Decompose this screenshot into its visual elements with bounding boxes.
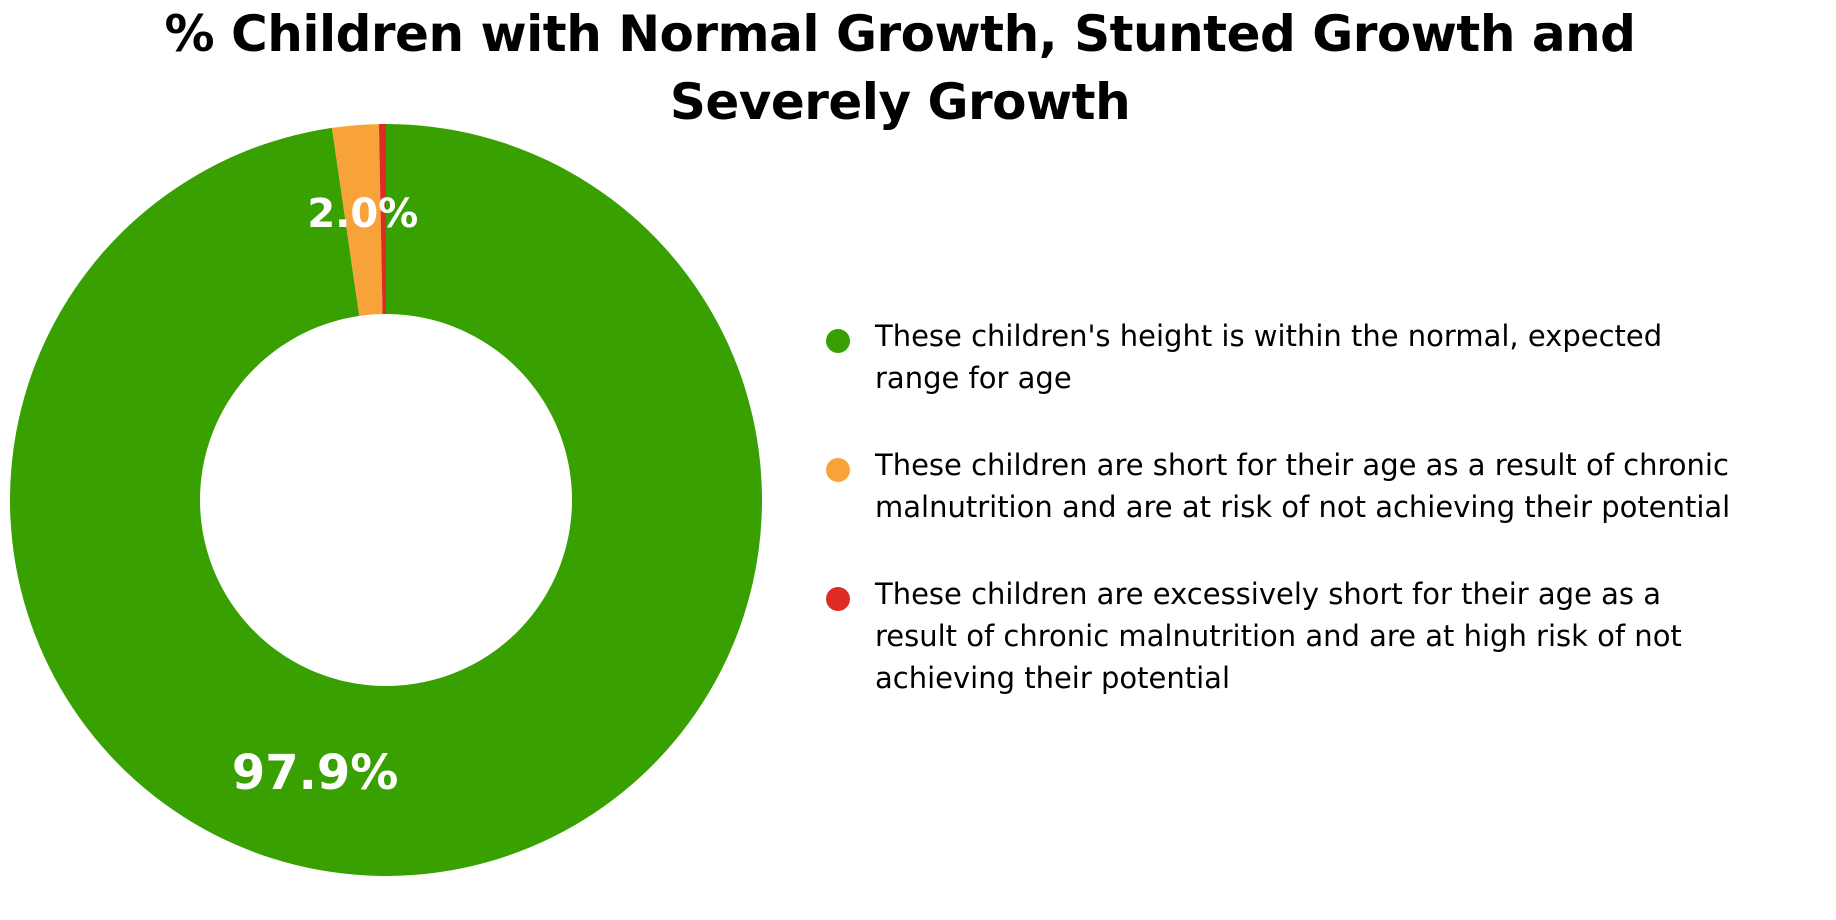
legend-item: These children are short for their age a…: [820, 444, 1740, 528]
chart-title-line-2: Severely Growth: [669, 73, 1131, 131]
donut-slice: [378, 124, 386, 315]
legend-swatch-icon: [826, 329, 850, 353]
donut-chart: 97.9% 2.0%: [9, 124, 763, 876]
legend-label: These children's height is within the no…: [875, 319, 1663, 395]
donut-slice: [331, 124, 383, 316]
donut-slice: [9, 124, 763, 876]
legend-item: These children are excessively short for…: [820, 573, 1740, 699]
chart-legend: These children's height is within the no…: [820, 315, 1740, 744]
legend-item: These children's height is within the no…: [820, 315, 1740, 399]
legend-swatch-icon: [826, 458, 850, 482]
legend-swatch-icon: [826, 587, 850, 611]
slice-data-label: 97.9%: [232, 745, 399, 801]
slice-data-label: 2.0%: [307, 191, 418, 237]
chart-title-line-1: % Children with Normal Growth, Stunted G…: [164, 5, 1636, 63]
legend-label: These children are excessively short for…: [875, 577, 1682, 695]
legend-label: These children are short for their age a…: [875, 448, 1731, 524]
chart-title: % Children with Normal Growth, Stunted G…: [0, 0, 1800, 136]
